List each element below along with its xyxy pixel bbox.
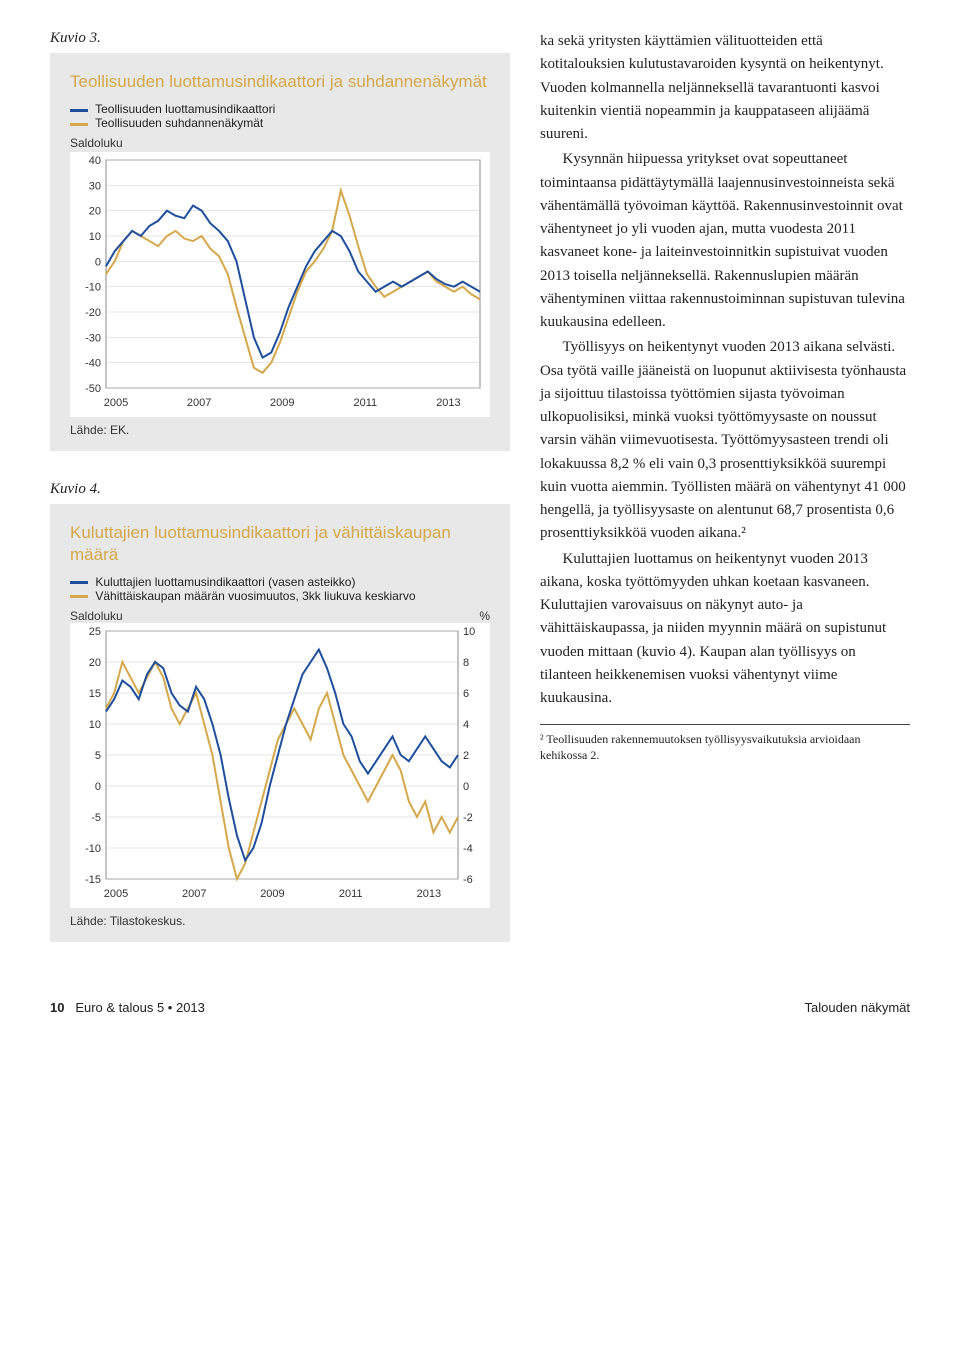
footnote: ² Teollisuuden rakennemuutoksen työllisy… [540,724,910,763]
figure3-legend: Teollisuuden luottamusindikaattori Teoll… [70,102,490,130]
legend-label-3: Kuluttajien luottamusindikaattori (vasen… [95,575,355,589]
svg-text:2007: 2007 [182,888,206,900]
figure3-label: Kuvio 3. [50,30,510,47]
legend-swatch-1 [70,109,88,112]
svg-text:2005: 2005 [104,888,128,900]
legend-label-2: Teollisuuden suhdannenäkymät [95,116,263,130]
figure4-source: Lähde: Tilastokeskus. [70,914,490,928]
figure4-legend: Kuluttajien luottamusindikaattori (vasen… [70,575,490,603]
svg-text:-40: -40 [85,358,101,370]
svg-text:-2: -2 [463,812,473,824]
svg-text:20: 20 [89,206,101,218]
section-title: Talouden näkymät [804,1000,910,1015]
svg-text:2009: 2009 [260,888,284,900]
svg-text:2: 2 [463,750,469,762]
svg-text:2011: 2011 [339,888,363,900]
svg-text:40: 40 [89,155,101,167]
svg-text:-5: -5 [91,812,101,824]
svg-text:0: 0 [95,257,101,269]
legend-swatch-4 [70,595,88,598]
page-footer: 10 Euro & talous 5 • 2013 Talouden näkym… [0,992,960,1033]
legend-swatch-3 [70,581,88,584]
svg-text:2007: 2007 [187,397,211,409]
figure3-title: Teollisuuden luottamusindikaattori ja su… [70,71,490,92]
svg-text:-4: -4 [463,843,473,855]
svg-text:30: 30 [89,181,101,193]
figure3-block: Teollisuuden luottamusindikaattori ja su… [50,53,510,451]
figure3-source: Lähde: EK. [70,423,490,437]
body-text: ka sekä yritysten käyttämien välituottei… [540,30,910,972]
figure4-yaxis-left: Saldoluku [70,609,123,623]
page-number: 10 [50,1000,64,1015]
svg-text:2013: 2013 [417,888,441,900]
paragraph-4: Kuluttajien luottamus on heikentynyt vuo… [540,548,910,711]
svg-text:6: 6 [463,688,469,700]
svg-text:-6: -6 [463,874,473,886]
figure4-yaxis-right: % [479,609,490,623]
svg-text:25: 25 [89,626,101,638]
svg-text:-30: -30 [85,333,101,345]
figure3-chart: -50 -40 -30 -20 -10 0 10 20 30 40 2005 2007 2009 2011… [70,152,490,417]
svg-text:10: 10 [89,231,101,243]
paragraph-2: Kysynnän hiipuessa yritykset ovat sopeut… [540,148,910,334]
svg-text:20: 20 [89,657,101,669]
svg-text:0: 0 [463,781,469,793]
figure4-label: Kuvio 4. [50,481,510,498]
svg-text:-20: -20 [85,307,101,319]
svg-text:8: 8 [463,657,469,669]
svg-text:5: 5 [95,750,101,762]
svg-text:-10: -10 [85,282,101,294]
figure4-block: Kuluttajien luottamusindikaattori ja väh… [50,504,510,942]
svg-text:2009: 2009 [270,397,294,409]
legend-label-4: Vähittäiskaupan määrän vuosimuutos, 3kk … [95,589,415,603]
publication-name: Euro & talous 5 • 2013 [75,1000,205,1015]
svg-text:10: 10 [89,719,101,731]
figure4-title: Kuluttajien luottamusindikaattori ja väh… [70,522,490,565]
legend-label-1: Teollisuuden luottamusindikaattori [95,102,275,116]
svg-text:2005: 2005 [104,397,128,409]
figure3-yaxis-title: Saldoluku [70,136,490,150]
svg-text:-10: -10 [85,843,101,855]
svg-text:2011: 2011 [354,397,378,409]
paragraph-3: Työllisyys on heikentynyt vuoden 2013 ai… [540,336,910,545]
figure4-chart: -15 -10 -5 0 5 10 15 20 25 -6 -4 -2 0 2 4 6 8 10 2005 2007 2… [70,623,490,908]
paragraph-1: ka sekä yritysten käyttämien välituottei… [540,30,910,146]
legend-swatch-2 [70,123,88,126]
svg-text:10: 10 [463,626,475,638]
svg-text:0: 0 [95,781,101,793]
svg-text:-50: -50 [85,383,101,395]
svg-text:-15: -15 [85,874,101,886]
svg-text:2013: 2013 [436,397,460,409]
svg-text:15: 15 [89,688,101,700]
svg-text:4: 4 [463,719,469,731]
